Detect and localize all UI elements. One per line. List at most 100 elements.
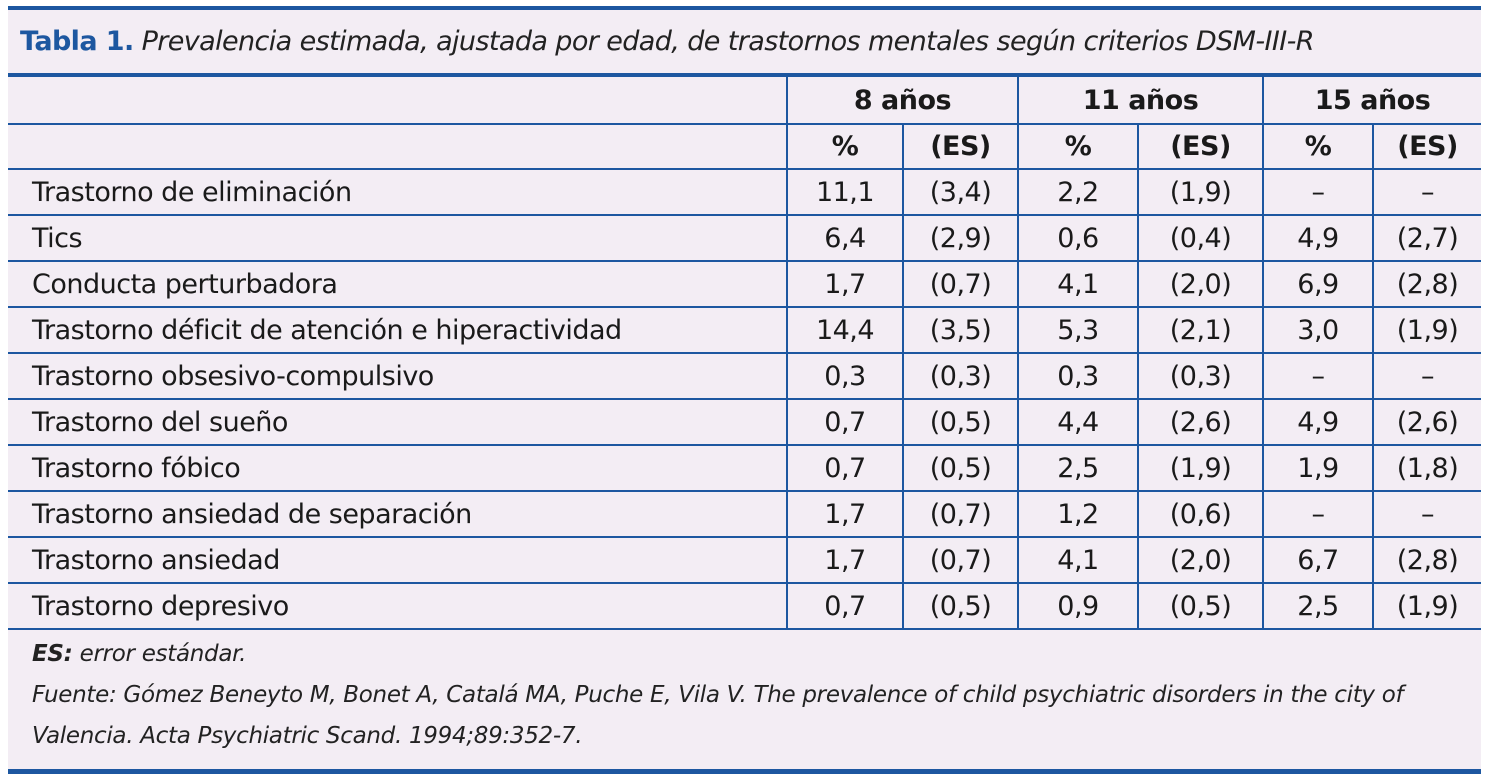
- value-cell: –: [1372, 168, 1482, 216]
- table-panel: Tabla 1. Prevalencia estimada, ajustada …: [8, 6, 1482, 774]
- value-cell: 4,9: [1262, 398, 1375, 446]
- value-cell: (2,6): [1136, 398, 1265, 446]
- value-cell: 1,9: [1262, 444, 1375, 492]
- row-label: Trastorno ansiedad de separación: [8, 490, 788, 538]
- value-cell: (0,3): [902, 352, 1019, 400]
- value-cell: 6,4: [786, 214, 904, 262]
- table-row: Trastorno fóbico 0,7 (0,5) 2,5 (1,9) 1,9 (1,8): [8, 444, 1482, 492]
- value-cell: 1,2: [1017, 490, 1139, 538]
- value-cell: 0,6: [1017, 214, 1139, 262]
- value-cell: 4,4: [1017, 398, 1139, 446]
- value-cell: 4,1: [1017, 536, 1139, 584]
- table-row: Tics 6,4 (2,9) 0,6 (0,4) 4,9 (2,7): [8, 214, 1482, 262]
- row-label: Trastorno ansiedad: [8, 536, 788, 584]
- table-title: Tabla 1. Prevalencia estimada, ajustada …: [8, 10, 1481, 75]
- table-row: Trastorno del sueño 0,7 (0,5) 4,4 (2,6) 4,9 (2…: [8, 398, 1482, 446]
- table-row: Trastorno obsesivo-compulsivo 0,3 (0,3) 0,3…: [8, 352, 1482, 400]
- value-cell: 0,7: [786, 582, 904, 630]
- value-cell: (1,9): [1372, 582, 1482, 630]
- abbreviation: ES:: [32, 641, 73, 667]
- group-header-row: 8 años 11 años 15 años: [8, 75, 1482, 125]
- table-row: Trastorno déficit de atención e hiperact…: [8, 306, 1482, 354]
- empty-header-cell: [8, 123, 788, 170]
- value-cell: (0,5): [902, 444, 1019, 492]
- value-cell: 3,0: [1262, 306, 1375, 354]
- value-cell: (0,5): [1136, 582, 1265, 630]
- value-cell: (1,9): [1136, 168, 1265, 216]
- table-row: Trastorno ansiedad de separación 1,7 (0,7)…: [8, 490, 1482, 538]
- subheader: %: [786, 123, 904, 170]
- value-cell: –: [1262, 168, 1375, 216]
- value-cell: 0,9: [1017, 582, 1139, 630]
- value-cell: (0,7): [902, 490, 1019, 538]
- table-caption: Prevalencia estimada, ajustada por edad,…: [141, 26, 1315, 57]
- value-cell: 6,7: [1262, 536, 1375, 584]
- row-label: Trastorno del sueño: [8, 398, 788, 446]
- value-cell: (2,0): [1136, 536, 1265, 584]
- subheader: %: [1017, 123, 1139, 170]
- value-cell: 2,5: [1017, 444, 1139, 492]
- table-number: Tabla 1.: [20, 26, 134, 57]
- value-cell: 1,7: [786, 490, 904, 538]
- subheader: (ES): [1136, 123, 1265, 170]
- group-header: 11 años: [1016, 75, 1265, 125]
- value-cell: 1,7: [786, 536, 904, 584]
- value-cell: –: [1372, 490, 1482, 538]
- value-cell: (2,1): [1136, 306, 1265, 354]
- table-row: Trastorno depresivo 0,7 (0,5) 0,9 (0,5) 2,5 (1…: [8, 582, 1482, 630]
- source-note: Fuente: Gómez Beneyto M, Bonet A, Catalá…: [32, 682, 1404, 749]
- value-cell: (3,5): [902, 306, 1019, 354]
- value-cell: 1,7: [786, 260, 904, 308]
- value-cell: –: [1372, 352, 1482, 400]
- value-cell: (1,8): [1372, 444, 1482, 492]
- value-cell: (3,4): [902, 168, 1019, 216]
- row-label: Trastorno fóbico: [8, 444, 788, 492]
- prevalence-table: 8 años 11 años 15 años % (ES) % (ES) % (…: [8, 75, 1482, 630]
- row-label: Conducta perturbadora: [8, 260, 788, 308]
- value-cell: 2,2: [1017, 168, 1139, 216]
- value-cell: (1,9): [1136, 444, 1265, 492]
- value-cell: (0,7): [902, 260, 1019, 308]
- value-cell: (2,6): [1372, 398, 1482, 446]
- value-cell: 0,3: [1017, 352, 1139, 400]
- abbreviation-note: ES: error estándar.: [32, 634, 1481, 675]
- subheader: %: [1262, 123, 1375, 170]
- value-cell: (0,3): [1136, 352, 1265, 400]
- subheader-row: % (ES) % (ES) % (ES): [8, 123, 1482, 170]
- table-row: Trastorno ansiedad 1,7 (0,7) 4,1 (2,0) 6,7 (2,…: [8, 536, 1482, 584]
- value-cell: (1,9): [1372, 306, 1482, 354]
- value-cell: 0,7: [786, 398, 904, 446]
- value-cell: 5,3: [1017, 306, 1139, 354]
- row-label: Trastorno obsesivo-compulsivo: [8, 352, 788, 400]
- value-cell: (0,5): [902, 398, 1019, 446]
- table-row: Trastorno de eliminación 11,1 (3,4) 2,2 (1,9…: [8, 168, 1482, 216]
- value-cell: 11,1: [786, 168, 904, 216]
- value-cell: (0,4): [1136, 214, 1265, 262]
- value-cell: (2,8): [1372, 536, 1482, 584]
- value-cell: 4,1: [1017, 260, 1139, 308]
- row-label: Tics: [8, 214, 788, 262]
- subheader: (ES): [902, 123, 1019, 170]
- value-cell: –: [1262, 352, 1375, 400]
- value-cell: (0,7): [902, 536, 1019, 584]
- abbreviation-text: error estándar.: [79, 641, 247, 667]
- value-cell: 0,3: [786, 352, 904, 400]
- value-cell: 14,4: [786, 306, 904, 354]
- table-notes: ES: error estándar. Fuente: Gómez Beneyt…: [8, 634, 1481, 757]
- row-label: Trastorno de eliminación: [8, 168, 788, 216]
- row-label: Trastorno depresivo: [8, 582, 788, 630]
- value-cell: (2,8): [1372, 260, 1482, 308]
- value-cell: (2,9): [902, 214, 1019, 262]
- group-header: 15 años: [1262, 75, 1482, 125]
- value-cell: 4,9: [1262, 214, 1375, 262]
- value-cell: 2,5: [1262, 582, 1375, 630]
- value-cell: 6,9: [1262, 260, 1375, 308]
- subheader: (ES): [1372, 123, 1482, 170]
- value-cell: (2,0): [1136, 260, 1265, 308]
- value-cell: (2,7): [1372, 214, 1482, 262]
- value-cell: (0,6): [1136, 490, 1265, 538]
- value-cell: 0,7: [786, 444, 904, 492]
- group-header: 8 años: [786, 75, 1019, 125]
- value-cell: (0,5): [902, 582, 1019, 630]
- row-label: Trastorno déficit de atención e hiperact…: [8, 306, 788, 354]
